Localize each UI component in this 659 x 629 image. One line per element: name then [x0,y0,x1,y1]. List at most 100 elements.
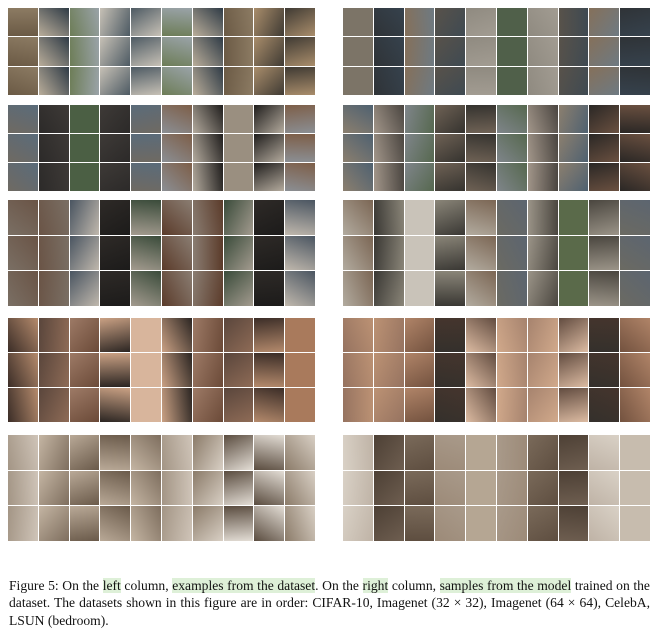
image-tile [100,8,131,37]
image-tile [466,66,496,95]
image-tile [131,353,161,387]
image-tile [620,470,650,506]
image-tile [373,163,404,191]
image-tile [69,105,100,133]
image-tile [285,8,315,37]
image-tile [100,105,131,133]
image-tile [466,470,496,506]
image-tile [404,235,435,271]
image-tile [192,66,223,95]
image-tile [8,66,38,95]
image-tile [192,353,223,387]
image-tile [131,271,161,306]
image-tile [8,318,38,352]
image-panel-3 [343,318,650,422]
image-tile [38,506,69,541]
image-tile [285,134,315,162]
image-tile [69,8,100,37]
image-tile [192,37,223,66]
image-tile [404,105,435,133]
image-tile [558,470,589,506]
image-tile [343,271,373,306]
image-tile [496,318,527,352]
image-tile [192,163,223,191]
image-tile [131,105,161,133]
image-tile [223,235,254,271]
image-tile [69,37,100,66]
image-tile [223,163,254,191]
image-tile [373,200,404,235]
image-panel-4 [8,435,315,541]
image-panel-1 [343,105,650,191]
image-tile [8,353,38,387]
image-tile [192,506,223,541]
image-tile [69,163,100,191]
image-tile [404,470,435,506]
image-tile [131,163,161,191]
image-tile [8,200,38,235]
image-tile [69,506,100,541]
caption-text-4: column, [388,577,440,593]
image-tile [527,66,558,95]
image-tile [589,134,620,162]
image-tile [223,271,254,306]
image-tile [131,134,161,162]
image-tile [192,200,223,235]
image-tile [404,8,435,37]
image-tile [161,388,192,422]
image-tile [161,105,192,133]
image-tile [223,200,254,235]
image-tile [558,318,589,352]
image-tile [496,200,527,235]
image-tile [620,271,650,306]
image-tile [8,271,38,306]
image-tile [589,235,620,271]
image-tile [192,435,223,470]
image-tile [192,388,223,422]
image-tile [527,470,558,506]
image-tile [254,134,285,162]
image-tile [620,506,650,541]
image-tile [38,105,69,133]
image-tile [620,163,650,191]
image-tile [285,66,315,95]
image-tile [589,470,620,506]
image-tile [435,66,466,95]
image-tile [466,37,496,66]
image-tile [285,200,315,235]
image-tile [100,470,131,506]
image-tile [254,163,285,191]
image-tile [404,435,435,470]
image-tile [435,435,466,470]
image-tile [254,271,285,306]
image-tile [435,318,466,352]
image-tile [343,318,373,352]
image-tile [527,318,558,352]
caption-highlight-right: right [362,577,389,593]
caption-text-1: Figure 5: On the [9,577,103,593]
image-tile [404,134,435,162]
image-tile [558,435,589,470]
caption-highlight-examples: examples from the dataset [172,577,316,593]
image-tile [285,37,315,66]
image-tile [100,435,131,470]
image-tile [620,37,650,66]
image-tile [404,200,435,235]
image-tile [223,134,254,162]
image-tile [496,66,527,95]
image-tile [100,200,131,235]
image-tile [435,235,466,271]
image-tile [496,163,527,191]
image-tile [435,200,466,235]
image-tile [527,8,558,37]
image-tile [223,388,254,422]
image-tile [223,435,254,470]
left-column-dataset-examples [8,8,315,553]
image-tile [38,200,69,235]
image-tile [343,200,373,235]
image-tile [254,435,285,470]
image-tile [466,318,496,352]
image-tile [373,388,404,422]
image-tile [161,8,192,37]
image-panel-4 [343,435,650,541]
